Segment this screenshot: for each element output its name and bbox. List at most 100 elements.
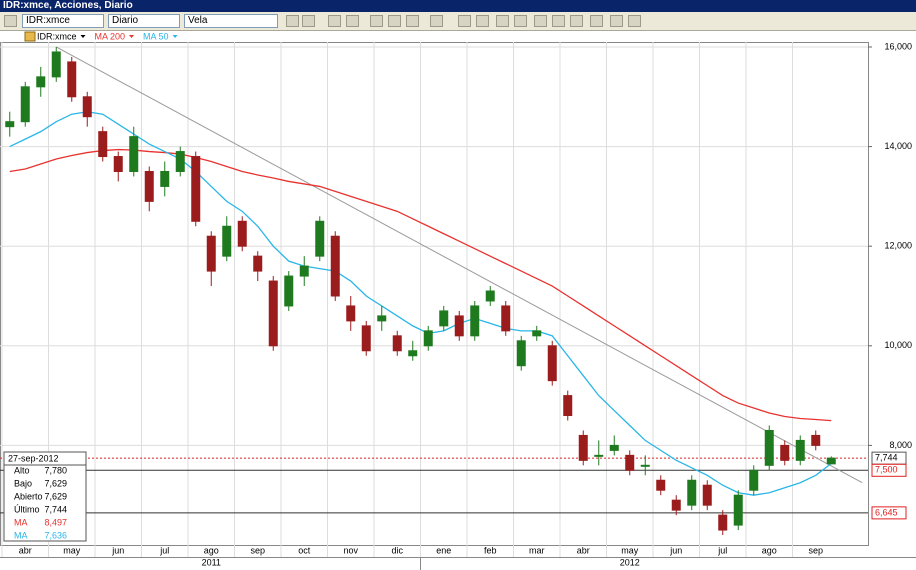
candle-body xyxy=(377,315,387,322)
candle-body xyxy=(144,170,154,202)
alert-tool[interactable] xyxy=(628,15,641,27)
paste-tool[interactable] xyxy=(552,15,565,27)
legend-entry: MA 50 xyxy=(143,31,169,41)
x-tick-label: ene xyxy=(436,545,451,555)
candle-body xyxy=(175,151,185,172)
candle-body xyxy=(640,464,650,467)
scale-tool[interactable] xyxy=(388,15,401,27)
level-box xyxy=(871,463,907,477)
level-box xyxy=(871,506,907,520)
candle-body xyxy=(330,235,340,297)
candle-body xyxy=(764,429,774,466)
info-box xyxy=(3,451,87,542)
candle-body xyxy=(485,290,495,302)
candle-body xyxy=(811,434,821,446)
candle-body xyxy=(5,121,15,128)
candle-body xyxy=(563,395,573,417)
info-date: 27-sep-2012 xyxy=(8,453,59,463)
wave-tool[interactable] xyxy=(406,15,419,27)
candle-body xyxy=(98,131,108,158)
pen-tool[interactable] xyxy=(458,15,471,27)
candle-body xyxy=(253,255,263,272)
x-tick-label: sep xyxy=(808,545,823,555)
chart-tool[interactable] xyxy=(590,15,603,27)
fib-tool[interactable] xyxy=(514,15,527,27)
level-label: 6,645 xyxy=(875,507,898,517)
candle-body xyxy=(501,305,511,332)
cross-tool[interactable] xyxy=(302,15,315,27)
candle-body xyxy=(268,280,278,347)
candle-body xyxy=(671,499,681,511)
candle-body xyxy=(129,136,139,172)
symbol-field[interactable]: IDR:xmce xyxy=(22,14,104,28)
candle-body xyxy=(454,315,464,337)
info-label: MA xyxy=(14,517,28,527)
legend-arrow xyxy=(80,35,86,38)
ma-line xyxy=(9,148,832,422)
candle-body xyxy=(733,494,743,526)
candle-body xyxy=(67,61,77,98)
candle-body xyxy=(470,305,480,337)
candle-body xyxy=(702,484,712,506)
candle-body xyxy=(206,235,216,272)
info-label: Abierto xyxy=(14,491,43,501)
year-label: 2011 xyxy=(202,557,221,567)
x-tick-label: jul xyxy=(717,545,727,555)
candle-body xyxy=(578,434,588,461)
window-tool[interactable] xyxy=(570,15,583,27)
x-tick-label: sep xyxy=(250,545,265,555)
sound-tool[interactable] xyxy=(610,15,623,27)
style-select[interactable]: Vela xyxy=(184,14,278,28)
candle-body xyxy=(113,156,123,172)
info-label: Alto xyxy=(14,465,30,475)
candle-body xyxy=(532,330,542,337)
plot-frame xyxy=(0,42,869,546)
candle-body xyxy=(625,454,635,471)
candle-body xyxy=(687,479,697,506)
copy-tool[interactable] xyxy=(534,15,547,27)
symbol-icon xyxy=(24,31,36,42)
info-tool[interactable] xyxy=(328,15,341,27)
candle-body xyxy=(51,51,61,78)
legend-entry: MA 200 xyxy=(95,31,126,41)
y-tick-label: 8,000 xyxy=(889,440,912,450)
grid-tool[interactable] xyxy=(346,15,359,27)
cursor-tool[interactable] xyxy=(286,15,299,27)
candle-body xyxy=(780,444,790,461)
x-tick-label: may xyxy=(621,545,639,555)
info-value: 7,629 xyxy=(44,491,67,501)
candle-body xyxy=(20,86,30,123)
candle-body xyxy=(594,454,604,457)
y-tick-label: 10,000 xyxy=(884,340,912,350)
x-tick-label: abr xyxy=(19,545,32,555)
fill-tool[interactable] xyxy=(476,15,489,27)
candle-body xyxy=(299,265,309,277)
legend-entry: IDR:xmce xyxy=(37,31,77,41)
line-tool[interactable] xyxy=(430,15,443,27)
title-bar: IDR:xmce, Acciones, Diario xyxy=(0,0,916,12)
zoom-tool[interactable] xyxy=(370,15,383,27)
candle-body xyxy=(284,275,294,307)
period-select[interactable]: Diario xyxy=(108,14,180,28)
candle-body xyxy=(826,457,836,465)
candle-body xyxy=(346,305,356,322)
x-tick-label: nov xyxy=(343,545,358,555)
info-value: 8,497 xyxy=(44,517,67,527)
info-value: 7,744 xyxy=(44,504,67,514)
candle-body xyxy=(82,96,92,118)
candle-body xyxy=(408,350,418,357)
x-tick-label: jun xyxy=(669,545,682,555)
candle-body xyxy=(795,439,805,461)
candle-body xyxy=(315,220,325,257)
up-button[interactable] xyxy=(4,15,17,27)
x-tick-label: dic xyxy=(391,545,403,555)
candle-body xyxy=(718,514,728,531)
y-tick-label: 12,000 xyxy=(884,241,912,251)
year-label: 2012 xyxy=(620,557,640,567)
x-tick-label: mar xyxy=(529,545,545,555)
info-value: 7,636 xyxy=(44,530,67,540)
candle-body xyxy=(656,479,666,491)
trend-tool[interactable] xyxy=(496,15,509,27)
